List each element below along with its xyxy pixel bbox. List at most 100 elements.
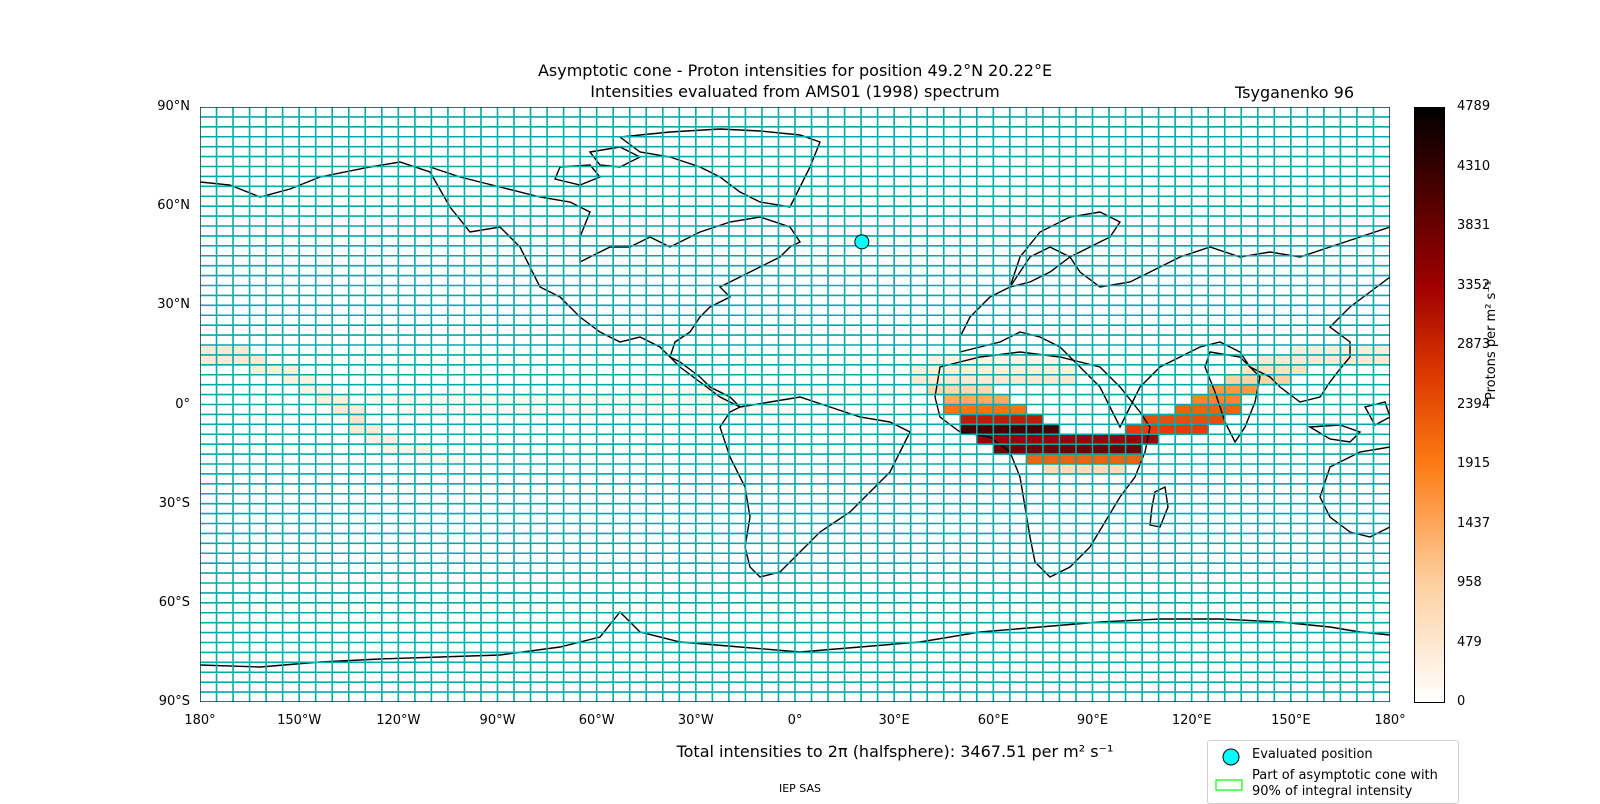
lon-tick-label: 180° <box>184 713 216 728</box>
coast-borneo <box>1363 401 1390 426</box>
intensity-cell <box>778 404 795 415</box>
intensity-cell <box>1125 454 1143 464</box>
intensity-cell <box>1026 414 1043 425</box>
intensity-cell <box>332 394 349 405</box>
intensity-cell <box>761 384 779 395</box>
intensity-cell <box>976 414 994 425</box>
legend-cone-part-line2: 90% of integral intensity <box>1252 784 1413 799</box>
intensity-cell <box>431 454 448 464</box>
lon-tick-label: 90°E <box>1076 713 1109 728</box>
intensity-cell <box>1340 354 1357 365</box>
intensity-cell <box>976 374 994 385</box>
intensity-cell <box>1026 444 1043 455</box>
intensity-cell <box>1191 394 1209 405</box>
intensity-cell <box>1241 364 1258 375</box>
lon-tick-label: 150°E <box>1271 713 1311 728</box>
intensity-cell <box>828 384 845 395</box>
coast-madagascar <box>1149 485 1169 528</box>
intensity-cell <box>1125 434 1143 445</box>
intensity-cell <box>960 424 977 435</box>
intensity-cell <box>431 394 448 405</box>
intensity-cell <box>976 404 994 415</box>
intensity-cell <box>679 404 696 415</box>
intensity-cell <box>993 354 1010 365</box>
intensity-cell <box>960 414 977 425</box>
intensity-cell <box>679 384 696 395</box>
intensity-cell <box>563 404 581 415</box>
intensity-cell <box>943 384 961 395</box>
intensity-cell <box>844 384 862 395</box>
intensity-cell <box>1208 404 1225 415</box>
coast-africa <box>934 351 1151 578</box>
intensity-cell <box>299 374 316 385</box>
intensity-cell <box>1323 345 1341 355</box>
intensity-cell <box>1208 414 1225 425</box>
intensity-cell <box>1075 434 1093 445</box>
intensity-cell <box>1142 414 1159 425</box>
intensity-cell <box>348 404 366 415</box>
intensity-cell <box>266 364 283 375</box>
plot-title-line1: Asymptotic cone - Proton intensities for… <box>537 61 1053 80</box>
intensity-cell <box>1241 374 1258 385</box>
intensity-cell <box>695 404 713 415</box>
intensity-cell <box>216 354 234 365</box>
intensity-cell <box>200 345 217 355</box>
intensity-cell <box>1125 444 1143 455</box>
intensity-cell <box>629 394 647 405</box>
intensity-cell <box>745 384 762 395</box>
intensity-cell <box>662 404 680 415</box>
intensity-cell <box>1042 424 1060 435</box>
intensity-cell <box>414 394 432 405</box>
intensity-cell <box>497 394 515 405</box>
intensity-cell <box>1175 414 1192 425</box>
intensity-cell <box>447 454 465 464</box>
intensity-cell <box>1142 434 1159 445</box>
intensity-cell <box>1009 434 1027 445</box>
intensity-cell <box>216 345 234 355</box>
lon-tick-label: 30°W <box>677 713 714 728</box>
intensity-cell <box>646 384 663 395</box>
intensity-cell <box>629 384 647 395</box>
intensity-cell <box>1224 404 1242 415</box>
legend-cone-box-icon <box>1215 779 1243 791</box>
intensity-cell <box>960 384 977 395</box>
intensity-cell <box>480 394 498 405</box>
colorbar-tick-label: 1437 <box>1457 515 1491 531</box>
intensity-cell <box>1175 424 1192 435</box>
intensity-cell <box>414 404 432 415</box>
intensity-cell <box>993 414 1010 425</box>
intensity-cell <box>993 404 1010 415</box>
intensity-cell <box>1092 454 1110 464</box>
intensity-cell <box>1191 414 1209 425</box>
intensity-cell <box>1009 444 1027 455</box>
intensity-cell <box>249 354 267 365</box>
intensity-cell <box>910 384 928 395</box>
intensity-cell <box>431 404 448 415</box>
lon-tick-label: 60°W <box>578 713 615 728</box>
lat-tick-label: 60°S <box>158 594 190 610</box>
intensity-cell <box>1026 424 1043 435</box>
intensity-cell <box>1224 384 1242 395</box>
intensity-cell <box>414 454 432 464</box>
intensity-cell <box>1042 364 1060 375</box>
intensity-cell <box>1109 464 1126 474</box>
intensity-cell <box>447 394 465 405</box>
intensity-cell <box>1042 354 1060 365</box>
intensity-cell <box>976 364 994 375</box>
intensity-cell <box>365 424 382 435</box>
intensity-cell <box>1075 464 1093 474</box>
intensity-cell <box>960 394 977 405</box>
colorbar-tick-label: 4789 <box>1457 99 1491 114</box>
colorbar-tick-label: 479 <box>1457 634 1482 650</box>
intensity-cell <box>282 374 300 385</box>
intensity-cell <box>1059 454 1076 464</box>
intensity-heatmap <box>200 345 1390 474</box>
intensity-cell <box>398 444 415 455</box>
intensity-cell <box>811 384 829 395</box>
intensity-cell <box>1009 354 1027 365</box>
intensity-cell <box>315 384 333 395</box>
intensity-cell <box>233 345 250 355</box>
intensity-cell <box>1290 354 1308 365</box>
intensity-cell <box>993 364 1010 375</box>
coast-antarctica <box>200 610 1390 668</box>
